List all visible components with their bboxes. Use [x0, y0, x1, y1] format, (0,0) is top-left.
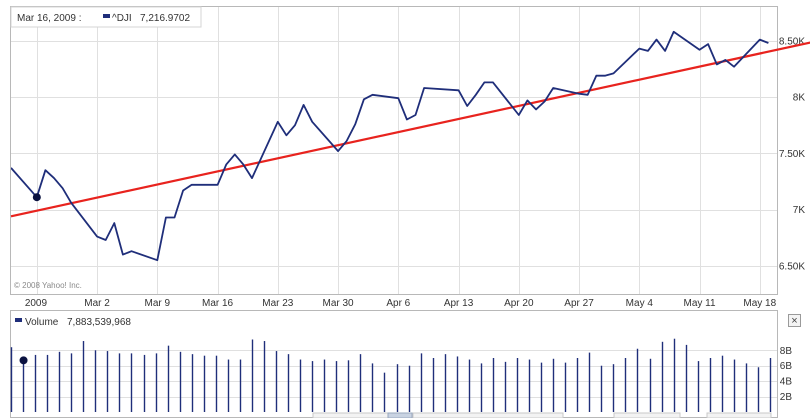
copyright-text: © 2008 Yahoo! Inc. — [14, 281, 82, 290]
header-symbol: ^DJI — [112, 13, 132, 24]
price-y-tick-label: 8.50K — [779, 36, 805, 47]
price-x-tick-label: Mar 23 — [262, 298, 294, 309]
header-date: Mar 16, 2009 : — [17, 13, 81, 24]
header-value: 7,216.9702 — [140, 13, 190, 24]
price-x-tick-label: Apr 6 — [386, 298, 410, 309]
volume-label: Volume — [25, 317, 59, 328]
scroll-segment[interactable] — [706, 412, 772, 418]
price-x-tick-label: May 11 — [684, 298, 716, 309]
volume-y-tick-label: 4B — [780, 377, 793, 388]
price-y-tick-label: 7.50K — [779, 149, 805, 160]
price-x-tick-label: Apr 20 — [504, 298, 534, 309]
close-button-box[interactable] — [788, 314, 801, 327]
price-chart-frame — [10, 6, 778, 295]
price-x-tick-label: Mar 16 — [202, 298, 234, 309]
price-grid — [11, 7, 777, 294]
price-series-layer — [10, 30, 810, 262]
price-y-tick-label: 8K — [793, 93, 806, 104]
price-x-axis: 2009 Mar 2 Mar 9 Mar 16 Mar 23 Mar 30 Apr 6 Apr… — [25, 298, 777, 309]
volume-swatch — [15, 318, 22, 322]
price-y-tick-label: 7K — [793, 205, 806, 216]
price-x-tick-label: 2009 — [25, 298, 48, 309]
bottom-scroll-strip[interactable] — [312, 412, 772, 418]
scroll-segment[interactable] — [412, 412, 564, 418]
price-x-tick-label: Mar 30 — [322, 298, 354, 309]
price-x-tick-label: Mar 9 — [145, 298, 171, 309]
close-button[interactable]: × — [788, 314, 801, 328]
volume-value: 7,883,539,968 — [67, 317, 131, 328]
volume-marker-icon — [19, 356, 28, 365]
price-x-tick-label: Mar 2 — [84, 298, 110, 309]
volume-y-axis: 2B 4B 6B 8B — [780, 346, 793, 403]
price-x-tick-label: May 4 — [626, 298, 654, 309]
trend-line — [10, 41, 810, 218]
scroll-segment[interactable] — [613, 412, 681, 418]
series-marker-icon — [32, 193, 41, 202]
volume-y-tick-label: 2B — [780, 392, 793, 403]
scroll-thumb[interactable] — [387, 412, 413, 418]
price-series-line — [11, 30, 769, 262]
price-y-axis: 6.50K 7K 7.50K 8K 8.50K — [779, 36, 805, 272]
close-icon[interactable]: × — [791, 315, 797, 327]
volume-grid — [11, 350, 777, 398]
price-x-tick-label: Apr 27 — [564, 298, 594, 309]
price-x-tick-label: Apr 13 — [444, 298, 474, 309]
volume-y-tick-label: 8B — [780, 346, 793, 357]
price-x-tick-label: May 18 — [743, 298, 776, 309]
price-y-tick-label: 6.50K — [779, 261, 805, 272]
volume-chart-frame — [10, 310, 778, 418]
volume-y-tick-label: 6B — [780, 361, 793, 372]
volume-bars-layer — [10, 338, 772, 412]
series-swatch — [103, 14, 110, 18]
